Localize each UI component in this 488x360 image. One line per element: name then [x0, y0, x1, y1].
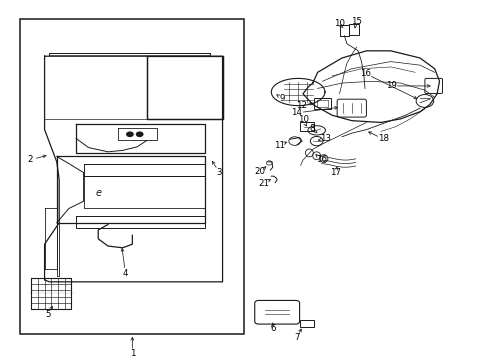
Bar — [300, 122, 313, 131]
Text: 14: 14 — [291, 108, 302, 117]
Text: 6: 6 — [269, 324, 275, 333]
Bar — [20, 19, 244, 334]
Text: 16: 16 — [360, 69, 370, 78]
Bar — [31, 278, 71, 309]
Bar — [299, 320, 314, 327]
Text: 7: 7 — [293, 333, 299, 342]
Text: 1: 1 — [129, 349, 135, 358]
Bar — [348, 24, 358, 35]
Text: 13: 13 — [319, 135, 330, 144]
Text: 11: 11 — [273, 141, 285, 150]
Text: 8: 8 — [308, 124, 314, 133]
Text: 20: 20 — [254, 167, 265, 176]
Bar — [316, 100, 328, 107]
Text: 10: 10 — [333, 19, 344, 28]
Text: 4: 4 — [122, 269, 128, 278]
Text: 9: 9 — [279, 94, 285, 103]
Text: e: e — [95, 188, 101, 198]
Text: 19: 19 — [385, 81, 396, 90]
Text: 5: 5 — [45, 310, 51, 319]
Text: 10: 10 — [297, 116, 308, 125]
Text: 16: 16 — [315, 155, 326, 164]
Text: 2: 2 — [28, 156, 33, 165]
Text: 3: 3 — [216, 168, 222, 177]
Text: 15: 15 — [350, 17, 361, 26]
Bar — [313, 98, 330, 109]
Text: 17: 17 — [329, 168, 340, 177]
Circle shape — [136, 131, 143, 137]
Text: 21: 21 — [257, 179, 268, 188]
Circle shape — [126, 131, 134, 137]
Text: 12: 12 — [296, 101, 307, 110]
Text: 18: 18 — [377, 135, 388, 144]
Bar — [339, 25, 348, 36]
